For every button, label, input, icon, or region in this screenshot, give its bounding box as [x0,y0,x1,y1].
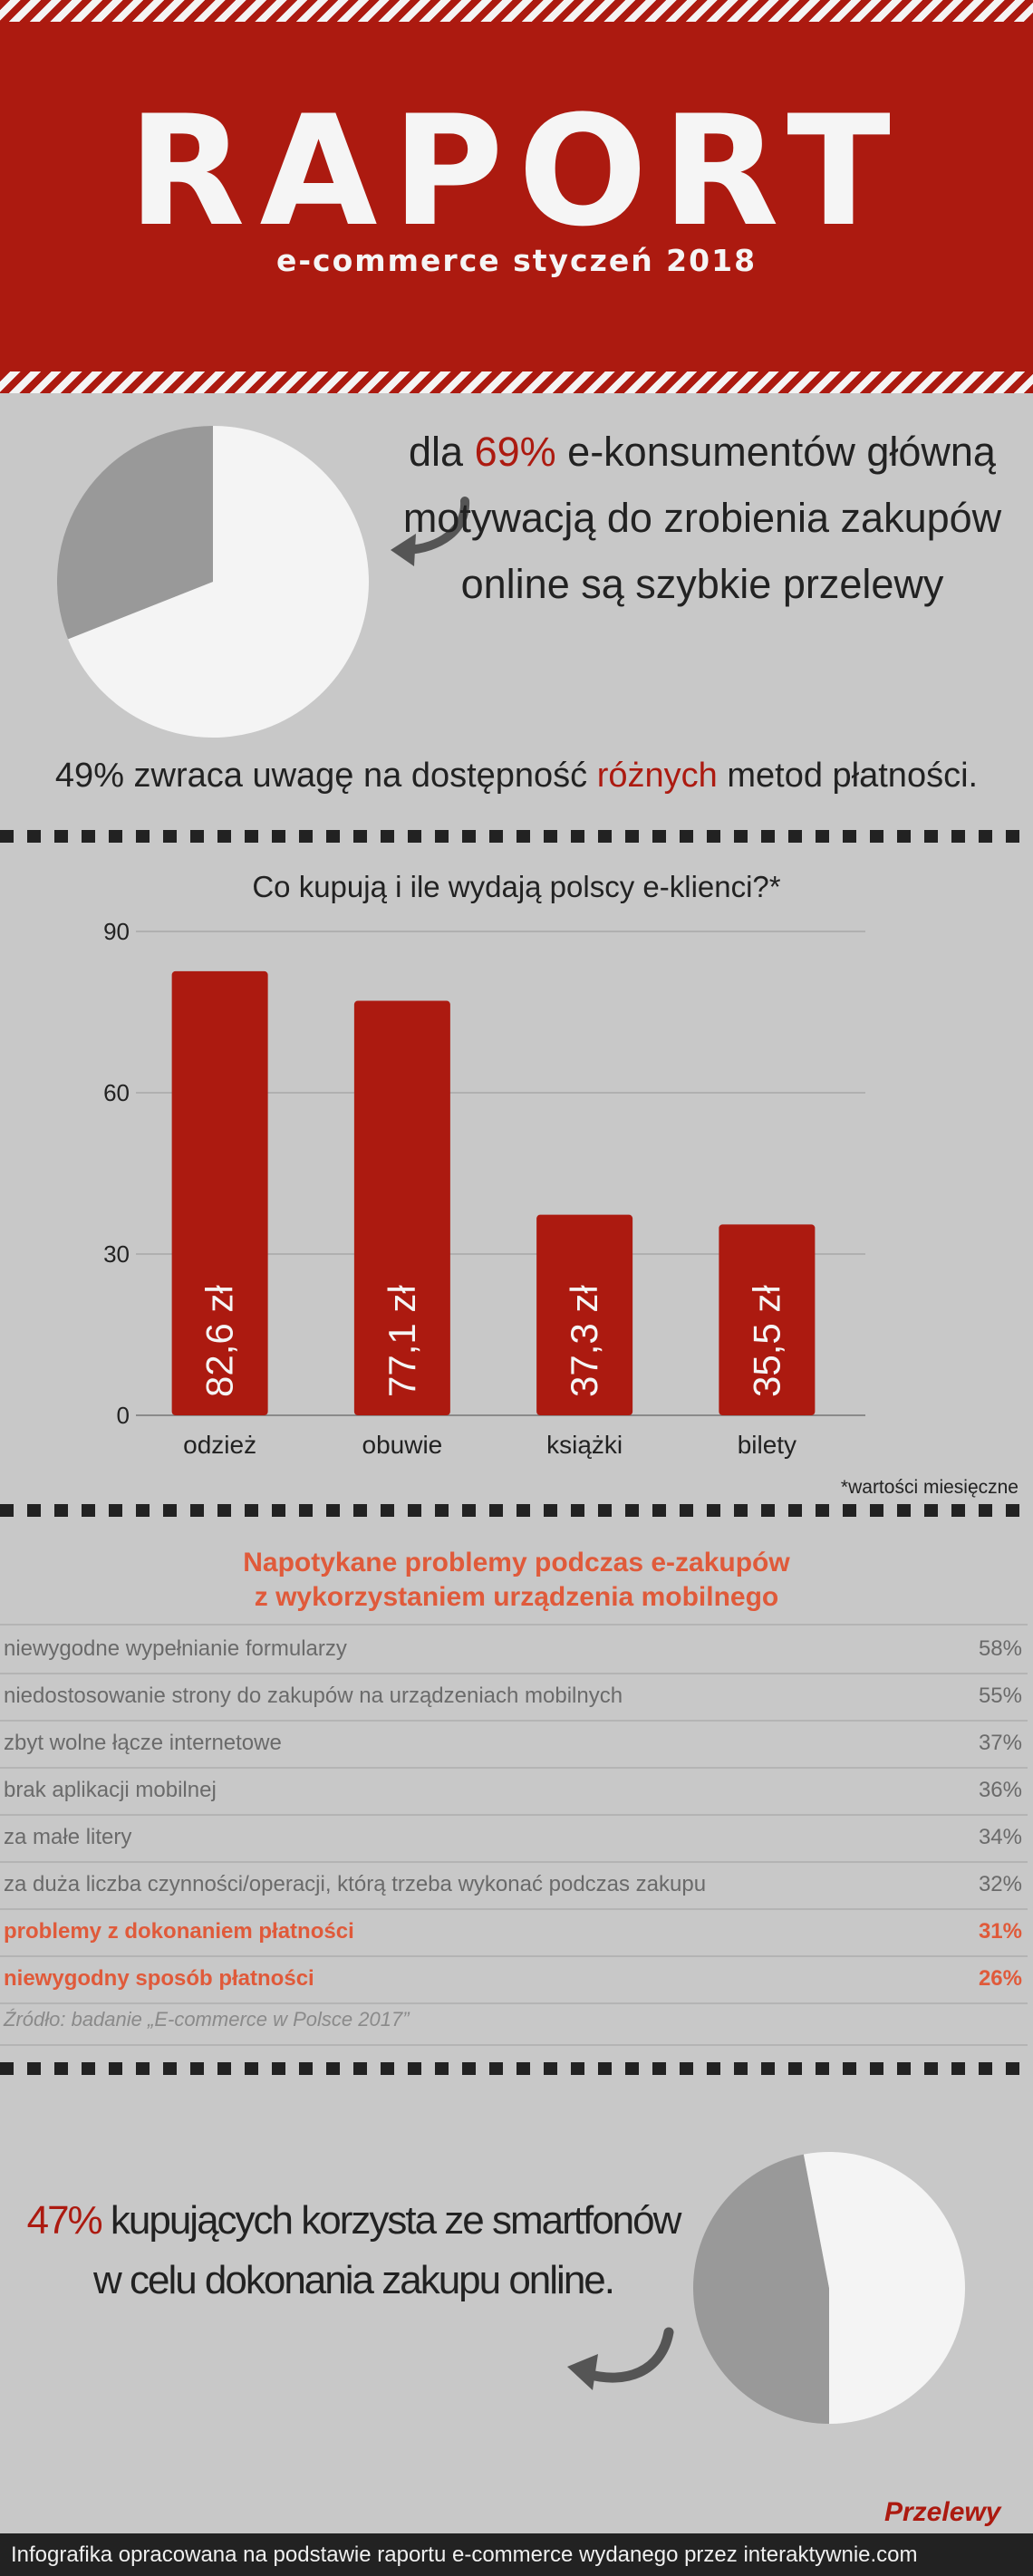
chart-title: Co kupują i ile wydają polscy e-klienci?… [252,870,781,903]
problems-title-line1: Napotykane problemy podczas e-zakupów [243,1548,790,1577]
smartphone-highlight: 47% [26,2198,103,2243]
y-tick-label: 60 [103,1079,130,1106]
pie-chart-47 [693,2152,965,2424]
bar-value-label: 82,6 zł [198,1285,241,1397]
pie-slice-majority [68,426,370,738]
header-banner [0,0,1033,393]
row-label: niewygodny sposób płatności [4,1966,314,1991]
curved-arrow-icon [391,497,470,566]
smartphone-text: 47% kupujących korzysta ze smartfonów w … [18,2191,689,2311]
motivation-text-post: e-konsumentów główną motywacją do zrobie… [402,429,1002,607]
pie-slice-smartphone [693,2154,829,2424]
table-row: niedostosowanie strony do zakupów na urz… [0,1673,1028,1722]
motivation-highlight: 69% [474,429,556,475]
header-top-stripes [0,0,1033,22]
table-row: brak aplikacji mobilnej 36% [0,1767,1028,1816]
payment-line-highlight: różnych [596,757,718,795]
y-tick-label: 0 [117,1402,130,1429]
motivation-text: dla 69% e-konsumentów główną motywacją d… [381,419,1024,617]
row-label: brak aplikacji mobilnej [4,1778,217,1802]
y-tick-label: 30 [103,1240,130,1268]
bar-bilety [719,1224,816,1415]
row-label: zbyt wolne łącze internetowe [4,1731,282,1755]
bar-książki [536,1214,633,1415]
pie-slice-minority [56,426,213,640]
bar-odzież [171,970,268,1415]
row-value: 37% [978,1731,1022,1755]
row-value: 55% [978,1684,1022,1708]
footer-credit: Infografika opracowana na podstawie rapo… [0,2533,1033,2576]
row-label: niewygodne wypełnianie formularzy [4,1636,347,1661]
dashed-divider [0,2062,1033,2075]
przelewy24-logo: Przelewy [884,2497,1001,2527]
x-category-label: bilety [738,1431,796,1459]
payment-line-pre: 49% zwraca uwagę na dostępność [54,757,597,795]
row-value: 58% [978,1636,1022,1661]
payment-methods-line: 49% zwraca uwagę na dostępność różnych m… [0,757,1033,796]
row-value: 26% [978,1966,1022,1991]
payment-line-post: metod płatności. [717,757,979,795]
smartphone-text-post: kupujących korzysta ze smartfonów w celu… [92,2198,681,2302]
row-label: za duża liczba czynności/operacji, którą… [4,1872,707,1896]
bar-value-label: 37,3 zł [563,1285,605,1397]
row-value: 36% [978,1778,1022,1802]
row-value: 34% [978,1825,1022,1849]
row-label: problemy z dokonaniem płatności [4,1919,354,1944]
source-note: Źródło: badanie „E-commerce w Polsce 201… [4,2008,410,2031]
row-label: niedostosowanie strony do zakupów na urz… [4,1684,623,1708]
curved-arrow-icon [567,2327,674,2390]
x-category-label: odzież [183,1431,256,1459]
table-row: zbyt wolne łącze internetowe 37% [0,1720,1028,1769]
bar-value-label: 35,5 zł [745,1285,787,1397]
table-top-rule [0,1624,1028,1626]
header-bottom-stripes [0,371,1033,393]
dashed-divider [0,830,1033,843]
bar-chart: 0 30 60 90 82,6 zł odzież 77,1 zł obuwie 37,3 zł… [103,918,865,1459]
dashed-divider [0,1504,1033,1517]
row-value: 31% [978,1919,1022,1944]
table-row-highlighted: problemy z dokonaniem płatności 31% [0,1908,1028,1957]
y-tick-label: 90 [103,918,130,945]
report-subtitle: e-commerce styczeń 2018 [275,243,758,278]
pie-slice-other [803,2152,965,2424]
x-category-label: obuwie [362,1431,443,1459]
problems-title-line2: z wykorzystaniem urządzenia mobilnego [254,1582,779,1612]
row-value: 32% [978,1872,1022,1896]
table-row: za małe litery 34% [0,1814,1028,1863]
table-bottom-rule [0,2044,1028,2046]
row-label: za małe litery [4,1825,132,1849]
x-category-label: książki [546,1431,623,1459]
report-title: RAPORT [128,82,905,260]
bar-value-label: 77,1 zł [381,1285,423,1397]
problems-title: Napotykane problemy podczas e-zakupów z … [0,1546,1033,1615]
table-row: niewygodne wypełnianie formularzy 58% [0,1626,1028,1674]
motivation-text-pre: dla [409,429,475,475]
bar-obuwie [353,1000,450,1415]
chart-footnote: *wartości miesięczne [840,1477,1019,1498]
pie-chart-69 [56,426,370,738]
table-row-highlighted: niewygodny sposób płatności 26% [0,1955,1028,2004]
table-row: za duża liczba czynności/operacji, którą… [0,1861,1028,1910]
